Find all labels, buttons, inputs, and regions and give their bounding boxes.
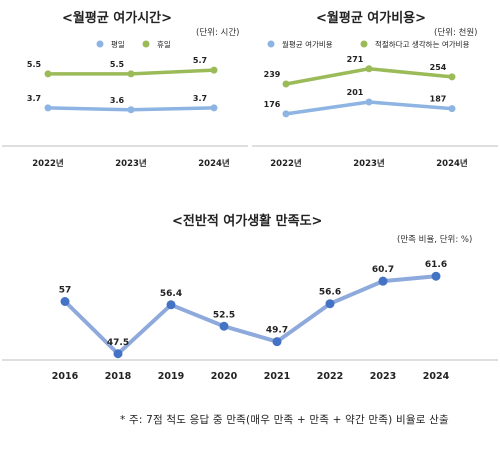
data-point bbox=[365, 98, 373, 106]
x-tick-label: 2022년 bbox=[32, 158, 64, 169]
data-point bbox=[127, 106, 135, 114]
data-point bbox=[44, 104, 52, 112]
x-tick-label: 2023년 bbox=[353, 158, 385, 169]
data-label: 5.5 bbox=[110, 60, 125, 69]
data-label: 5.5 bbox=[27, 60, 42, 69]
data-point bbox=[378, 276, 388, 286]
data-label: 3.7 bbox=[27, 94, 41, 103]
x-tick-label: 2023 bbox=[370, 371, 396, 382]
x-tick-label: 2020 bbox=[211, 371, 238, 382]
chart-3-unit: (만족 비율, 단위: %) bbox=[397, 235, 473, 245]
data-point bbox=[210, 104, 218, 112]
data-point bbox=[448, 73, 456, 81]
data-point bbox=[448, 105, 456, 113]
x-tick-label: 2018 bbox=[105, 371, 132, 382]
data-label: 52.5 bbox=[213, 310, 235, 320]
footnote: * 주: 7점 척도 응답 중 만족(매우 만족 + 만족 + 약간 만족) 비… bbox=[120, 414, 449, 426]
data-label: 187 bbox=[430, 95, 447, 104]
data-label: 271 bbox=[347, 55, 364, 64]
data-label: 47.5 bbox=[107, 338, 129, 348]
data-point bbox=[60, 297, 70, 306]
chart-2-unit: (단위: 천원) bbox=[434, 28, 478, 38]
data-label: 61.6 bbox=[425, 260, 447, 270]
data-label: 176 bbox=[264, 100, 281, 109]
legend-marker bbox=[142, 40, 150, 48]
data-point bbox=[219, 321, 229, 331]
chart-3-title: <전반적 여가생활 만족도> bbox=[172, 214, 323, 229]
x-tick-label: 2022년 bbox=[270, 158, 302, 169]
data-label: 60.7 bbox=[372, 265, 394, 275]
x-tick-label: 2019 bbox=[158, 371, 184, 382]
data-point bbox=[210, 66, 218, 74]
data-point bbox=[282, 110, 290, 118]
data-point bbox=[44, 70, 52, 78]
data-point bbox=[282, 80, 290, 88]
data-label: 3.6 bbox=[110, 96, 125, 105]
legend-marker bbox=[96, 40, 104, 48]
data-label: 254 bbox=[430, 63, 447, 72]
data-label: 56.4 bbox=[160, 289, 182, 299]
x-tick-label: 2023년 bbox=[115, 158, 147, 169]
data-point bbox=[166, 300, 176, 310]
data-point bbox=[365, 65, 373, 73]
chart-2-title: <월평균 여가비용> bbox=[316, 11, 427, 26]
chart-1-title: <월평균 여가시간> bbox=[62, 11, 173, 26]
data-label: 56.6 bbox=[319, 288, 341, 298]
data-label: 201 bbox=[347, 88, 364, 97]
legend-label: 평일 bbox=[111, 39, 125, 49]
chart-1-unit: (단위: 시간) bbox=[196, 28, 240, 38]
series-line bbox=[63, 274, 438, 356]
x-tick-label: 2024년 bbox=[198, 158, 230, 169]
x-tick-label: 2022 bbox=[317, 371, 343, 382]
data-label: 57 bbox=[59, 286, 72, 296]
data-point bbox=[127, 70, 135, 78]
data-label: 239 bbox=[264, 70, 281, 79]
data-label: 5.7 bbox=[193, 56, 207, 65]
data-label: 49.7 bbox=[266, 326, 288, 336]
legend-label: 월평균 여가비용 bbox=[282, 39, 333, 49]
legend-marker bbox=[360, 40, 368, 48]
x-tick-label: 2021 bbox=[264, 371, 290, 382]
legend-label: 적절하다고 생각하는 여가비용 bbox=[375, 39, 470, 49]
x-tick-label: 2016 bbox=[52, 371, 79, 382]
data-point bbox=[113, 349, 123, 359]
data-point bbox=[325, 299, 335, 309]
x-tick-label: 2024 bbox=[423, 371, 450, 382]
x-tick-label: 2024년 bbox=[436, 158, 468, 169]
data-point bbox=[431, 271, 441, 281]
data-point bbox=[272, 337, 282, 347]
legend-label: 휴일 bbox=[157, 40, 171, 49]
legend-marker bbox=[267, 40, 275, 48]
data-label: 3.7 bbox=[193, 94, 207, 103]
